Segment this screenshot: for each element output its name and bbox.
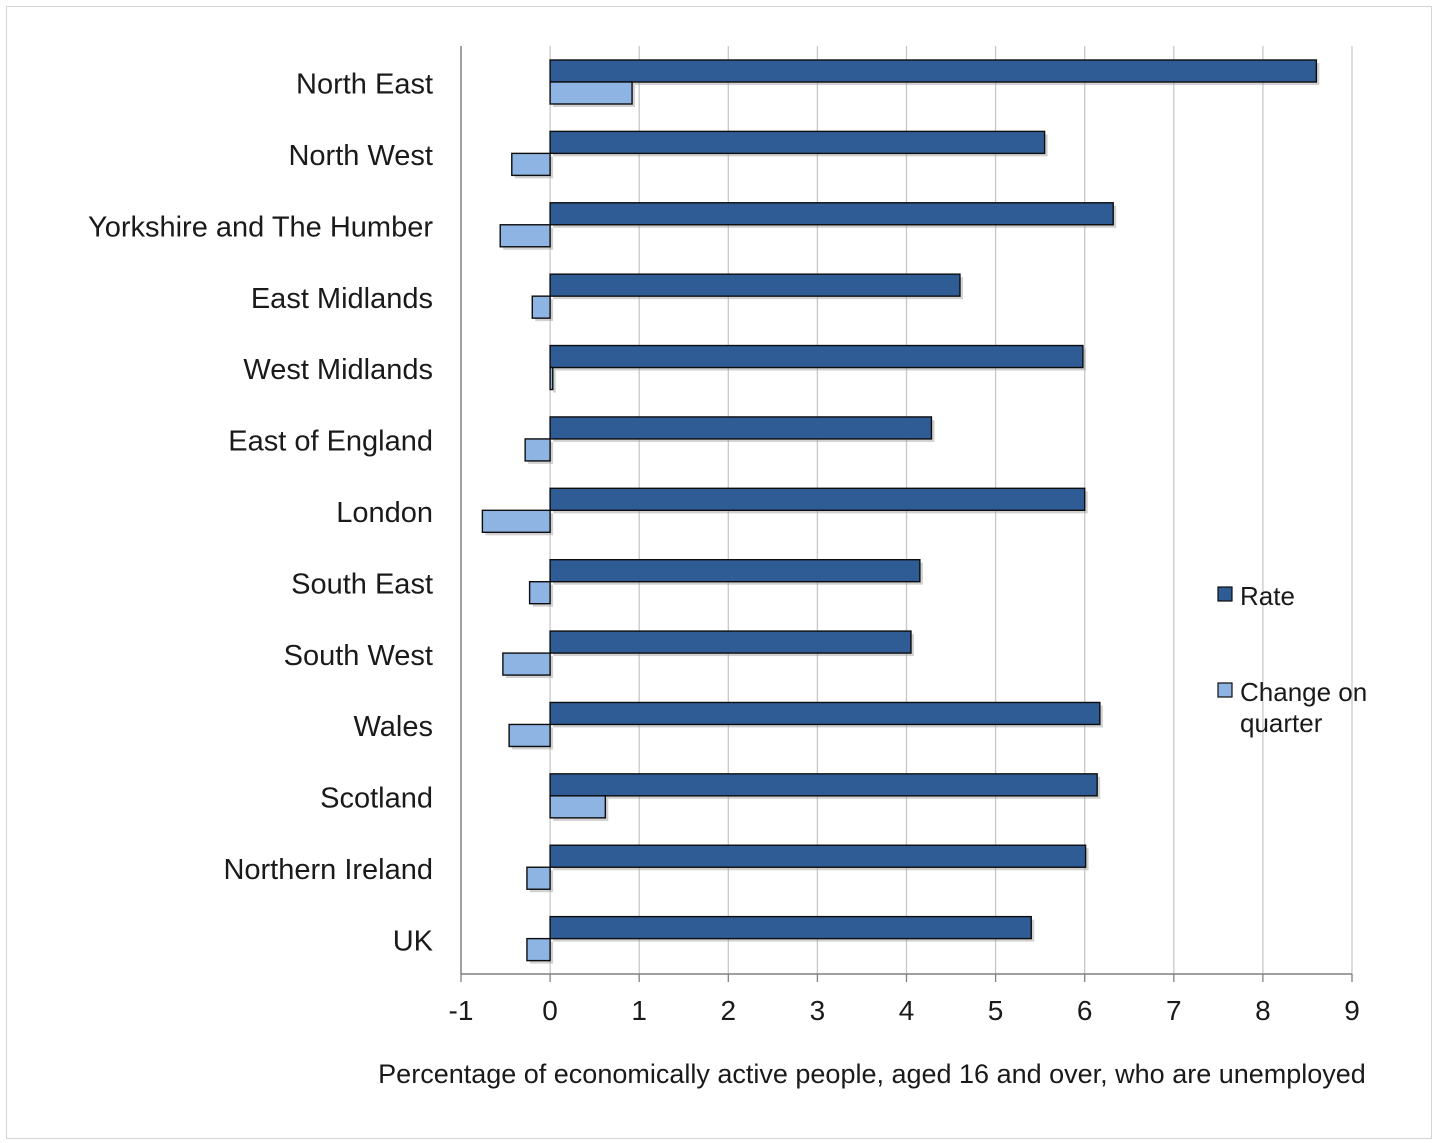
bar-change-on-quarter-east-midlands xyxy=(531,295,551,319)
x-tick-label-9: 9 xyxy=(1344,995,1360,1026)
bar-rate-east-midlands xyxy=(549,273,961,297)
bar-change-on-quarter-south-west xyxy=(502,652,551,676)
legend-label-change-on-quarter: Change on xyxy=(1240,677,1367,707)
bar-rate-north-east xyxy=(549,59,1318,83)
bar-change-on-quarter-yorkshire-and-the-humber xyxy=(499,224,551,248)
bars xyxy=(481,59,1320,964)
bar-rate-northern-ireland xyxy=(549,844,1087,868)
x-axis-title: Percentage of economically active people… xyxy=(378,1059,1366,1089)
bar-change-on-quarter-wales xyxy=(508,723,551,748)
bar-change-on-quarter-london xyxy=(481,509,551,534)
category-label-london: London xyxy=(336,497,433,529)
bar-rate-south-west xyxy=(549,630,912,654)
bar-change-on-quarter-north-east xyxy=(549,81,633,105)
x-tick-label-1: -1 xyxy=(449,995,474,1026)
bar-change-on-quarter-uk xyxy=(526,937,551,962)
x-tick-label-5: 5 xyxy=(988,995,1004,1026)
category-label-uk: UK xyxy=(393,925,434,957)
category-label-north-east: North East xyxy=(296,69,433,101)
category-label-east-of-england: East of England xyxy=(228,426,433,458)
bar-rate-scotland xyxy=(549,773,1098,797)
x-tick-label-0: 0 xyxy=(542,995,558,1026)
axes xyxy=(460,46,1353,982)
category-label-north-west: North West xyxy=(288,140,433,172)
category-label-south-east: South East xyxy=(291,568,433,600)
legend-label-rate: Rate xyxy=(1240,581,1295,611)
bar-rate-yorkshire-and-the-humber xyxy=(549,202,1114,226)
bar-rate-north-west xyxy=(549,130,1046,155)
bar-shadow xyxy=(553,370,556,393)
category-label-yorkshire-and-the-humber: Yorkshire and The Humber xyxy=(88,211,433,243)
x-tick-labels: -1 0 1 2 3 4 5 6 7 8 9 xyxy=(449,995,1360,1026)
bar-change-on-quarter-south-east xyxy=(528,580,551,605)
category-label-west-midlands: West Midlands xyxy=(243,354,433,386)
bar-change-on-quarter-north-west xyxy=(511,152,551,177)
category-label-east-midlands: East Midlands xyxy=(251,283,433,315)
category-label-northern-ireland: Northern Ireland xyxy=(223,854,433,886)
x-tick-label-8: 8 xyxy=(1255,995,1271,1026)
x-tick-label-6: 6 xyxy=(1077,995,1093,1026)
legend-swatch-rate xyxy=(1217,586,1233,602)
bar-change-on-quarter-west-midlands xyxy=(549,366,554,391)
category-label-south-west: South West xyxy=(284,640,433,672)
bar-rate-south-east xyxy=(549,558,921,583)
bar-change-on-quarter-northern-ireland xyxy=(526,866,551,890)
bar-rate-west-midlands xyxy=(549,344,1084,369)
bar-change-on-quarter-east-of-england xyxy=(524,438,551,462)
gridlines xyxy=(549,46,1353,974)
category-label-scotland: Scotland xyxy=(320,783,433,815)
bar-rate-london xyxy=(549,487,1086,512)
x-tick-label-2: 2 xyxy=(721,995,737,1026)
bar-rate-wales xyxy=(549,701,1101,726)
bar-change-on-quarter-scotland xyxy=(549,795,607,819)
legend-label-change-on-quarter: quarter xyxy=(1240,708,1323,738)
x-tick-label-4: 4 xyxy=(899,995,915,1026)
x-tick-label-1: 1 xyxy=(631,995,647,1026)
category-labels: North East North West Yorkshire and The Hu… xyxy=(88,69,434,958)
category-label-wales: Wales xyxy=(354,711,434,743)
x-tick-label-3: 3 xyxy=(810,995,826,1026)
x-tick-label-7: 7 xyxy=(1166,995,1182,1026)
bar-rate-uk xyxy=(549,915,1032,940)
bar-rate-east-of-england xyxy=(549,416,933,440)
legend-swatch-change-on-quarter xyxy=(1217,682,1233,698)
